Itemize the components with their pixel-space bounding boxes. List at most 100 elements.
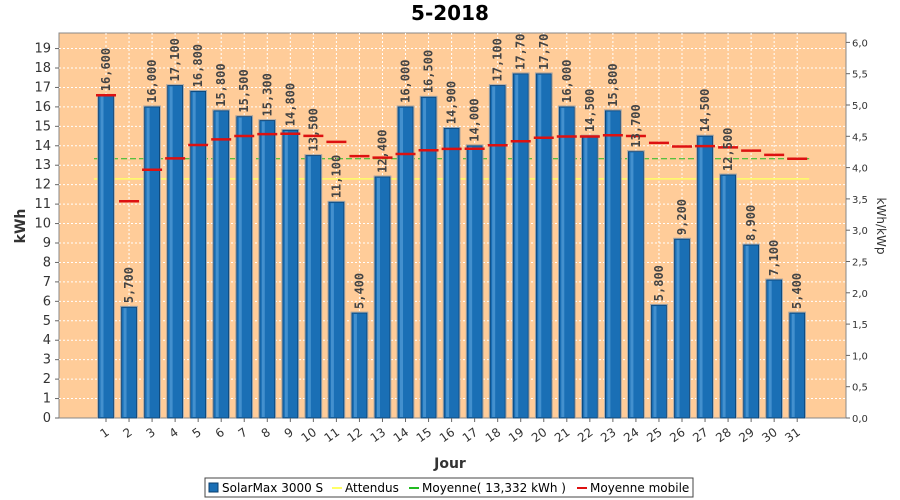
y-tick-label: 9: [43, 236, 51, 251]
bar-highlight: [284, 131, 288, 417]
bar-value-label: 16,000: [560, 60, 574, 103]
bar-value-label: 5,800: [652, 265, 666, 301]
x-tick-label: 12: [345, 425, 366, 445]
bar-value-label: 13,500: [306, 108, 320, 151]
y-tick-label: 5: [43, 314, 51, 329]
y-tick-label: 11: [34, 197, 51, 212]
bar-value-label: 17,100: [491, 38, 505, 81]
y-right-tick-label: 3,5: [852, 195, 868, 206]
y-right-tick-label: 4,5: [852, 132, 868, 143]
x-tick-label: 1: [97, 425, 111, 441]
x-tick-label: 14: [391, 425, 412, 445]
bar-highlight: [100, 96, 104, 417]
chart-title: 5-2018: [411, 1, 489, 25]
x-tick-label: 15: [414, 425, 435, 445]
y-tick-label: 0: [43, 411, 51, 426]
x-tick-label: 24: [621, 425, 642, 445]
bar-highlight: [330, 203, 334, 417]
y-tick-label: 17: [34, 80, 51, 95]
y-tick-label: 15: [34, 119, 51, 134]
y-axis-right-title: kWh/kWp: [874, 198, 888, 255]
bar-highlight: [376, 177, 380, 417]
y-tick-label: 6: [43, 294, 51, 309]
bar-highlight: [353, 314, 357, 417]
bar-highlight: [630, 152, 634, 417]
legend-label-solarmax: SolarMax 3000 S: [222, 481, 323, 495]
x-tick-label: 31: [782, 425, 803, 445]
y-right-tick-label: 3,0: [852, 226, 868, 237]
y-tick-label: 2: [43, 372, 51, 387]
bar-highlight: [722, 175, 726, 417]
bar-highlight: [653, 306, 657, 417]
bar-value-label: 16,000: [145, 60, 159, 103]
bar-highlight: [538, 74, 542, 417]
x-tick-label: 5: [190, 425, 204, 441]
bar-highlight: [469, 146, 473, 417]
x-tick-label: 26: [667, 425, 688, 445]
bar-highlight: [745, 245, 749, 417]
bar-highlight: [699, 137, 703, 418]
bar-value-label: 17,100: [168, 38, 182, 81]
bar-highlight: [146, 107, 150, 417]
x-tick-label: 20: [529, 425, 550, 445]
x-tick-label: 27: [690, 425, 711, 445]
x-tick-label: 29: [736, 425, 757, 445]
bar-value-label: 8,900: [744, 205, 758, 241]
y-tick-label: 1: [43, 392, 51, 407]
bar-value-label: 5,400: [352, 273, 366, 309]
bar-value-label: 9,200: [675, 199, 689, 235]
bar-highlight: [400, 107, 404, 417]
y-tick-label: 7: [43, 275, 51, 290]
y-right-tick-label: 0,0: [852, 414, 868, 425]
y-right-tick-label: 4,0: [852, 164, 868, 175]
y-tick-label: 8: [43, 255, 51, 270]
bar-highlight: [446, 129, 450, 417]
bar-highlight: [584, 137, 588, 418]
y-tick-label: 4: [43, 333, 51, 348]
bar-value-label: 14,500: [583, 89, 597, 132]
bar-highlight: [561, 107, 565, 417]
y-right-tick-label: 5,0: [852, 101, 868, 112]
legend-swatch-solarmax: [208, 482, 219, 493]
y-right-tick-label: 0,5: [852, 383, 868, 394]
y-tick-label: 19: [34, 42, 51, 57]
y-right-tick-label: 2,5: [852, 257, 868, 268]
legend-label-moyenne: Moyenne( 13,332 kWh ): [422, 481, 566, 495]
bar-highlight: [169, 86, 173, 417]
bar-value-label: 12,400: [375, 130, 389, 173]
x-tick-label: 28: [713, 425, 734, 445]
x-tick-label: 13: [368, 425, 389, 445]
bar-highlight: [238, 117, 242, 417]
bar-highlight: [215, 111, 219, 418]
bar-highlight: [492, 86, 496, 417]
legend: SolarMax 3000 S Attendus Moyenne( 13,332…: [204, 477, 694, 498]
x-tick-label: 16: [437, 425, 458, 445]
x-tick-label: 30: [759, 425, 780, 445]
bar-value-label: 14,800: [283, 83, 297, 126]
legend-label-attendus: Attendus: [345, 481, 399, 495]
y-right-tick-label: 5,5: [852, 70, 868, 81]
x-axis-title: Jour: [433, 456, 466, 472]
bar-highlight: [192, 92, 196, 417]
bar-value-label: 5,700: [122, 267, 136, 303]
legend-label-moyenne-mobile: Moyenne mobile: [590, 481, 689, 495]
y-tick-label: 13: [34, 158, 51, 173]
bar-value-label: 13,700: [629, 104, 643, 147]
y-tick-label: 12: [34, 178, 51, 193]
x-tick-label: 23: [598, 425, 619, 445]
y-axis-title: kWh: [13, 209, 29, 244]
x-tick-label: 19: [506, 425, 527, 445]
x-tick-label: 4: [167, 425, 181, 441]
bar-value-label: 16,800: [191, 44, 205, 87]
bar-value-label: 16,500: [422, 50, 436, 93]
bar-highlight: [423, 98, 427, 418]
x-tick-label: 17: [460, 425, 481, 445]
bar-value-label: 14,000: [468, 98, 482, 141]
y-right-tick-label: 1,5: [852, 320, 868, 331]
y-right-tick-label: 1,0: [852, 351, 868, 362]
x-tick-label: 11: [322, 425, 343, 445]
y-tick-label: 14: [34, 139, 51, 154]
bar-value-label: 17,70: [514, 34, 528, 70]
